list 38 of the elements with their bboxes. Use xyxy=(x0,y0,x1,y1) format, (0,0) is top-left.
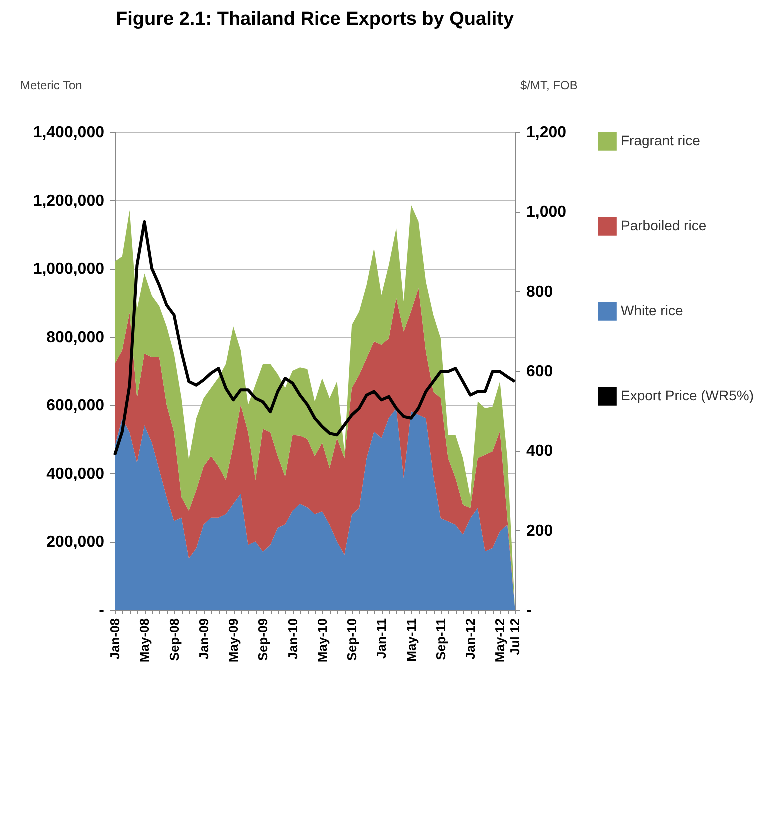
x-tick-label: Jan-10 xyxy=(285,618,300,660)
chart-title: Figure 2.1: Thailand Rice Exports by Quality xyxy=(116,9,514,30)
y2-tick-label: 800 xyxy=(526,284,554,301)
y-tick-label: 1,200,000 xyxy=(33,192,105,210)
legend-label: Fragrant rice xyxy=(621,132,701,148)
y-tick-label: 600,000 xyxy=(46,398,105,415)
x-tick-label: Sep-11 xyxy=(433,618,448,660)
x-tick-label: Sep-10 xyxy=(344,618,360,662)
legend-label: White rice xyxy=(621,302,684,318)
y2-tick-label: 400 xyxy=(526,443,554,460)
y-tick-label: 1,400,000 xyxy=(33,124,105,142)
x-tick-label: Jul 12 xyxy=(508,618,522,656)
y2-tick-label: 1,000 xyxy=(526,204,567,222)
x-tick-label: May-09 xyxy=(226,618,242,663)
y-tick-label: - xyxy=(99,602,104,620)
y2-tick-label: 1,200 xyxy=(526,124,567,142)
x-tick-label: Jan-11 xyxy=(374,618,390,659)
legend-label: Parboiled rice xyxy=(621,218,707,234)
y2-tick-label: - xyxy=(526,602,532,620)
x-tick-label: May-08 xyxy=(137,618,152,663)
x-tick-label: May-12 xyxy=(492,618,508,663)
legend-label: Export Price (WR5%) xyxy=(621,388,754,404)
y-tick-label: 200,000 xyxy=(46,534,105,552)
x-tick-label: May-10 xyxy=(314,618,330,663)
y2-axis-title: $/MT, FOB xyxy=(520,78,578,92)
x-tick-label: Jan-09 xyxy=(196,618,212,660)
x-tick-label: Jan-12 xyxy=(463,618,478,660)
x-tick-label: May-11 xyxy=(404,618,419,662)
y-tick-label: 1,000,000 xyxy=(33,261,105,278)
x-tick-label: Sep-08 xyxy=(166,618,182,662)
x-tick-label: Jan-08 xyxy=(108,618,122,660)
x-tick-label: Sep-09 xyxy=(256,618,271,662)
y-tick-label: 800,000 xyxy=(46,329,105,346)
y-tick-label: 400,000 xyxy=(46,466,105,483)
y2-tick-label: 600 xyxy=(526,364,554,380)
y2-tick-label: 200 xyxy=(526,522,554,540)
y-axis-title: Meteric Ton xyxy=(20,78,82,92)
line-series xyxy=(114,220,516,457)
